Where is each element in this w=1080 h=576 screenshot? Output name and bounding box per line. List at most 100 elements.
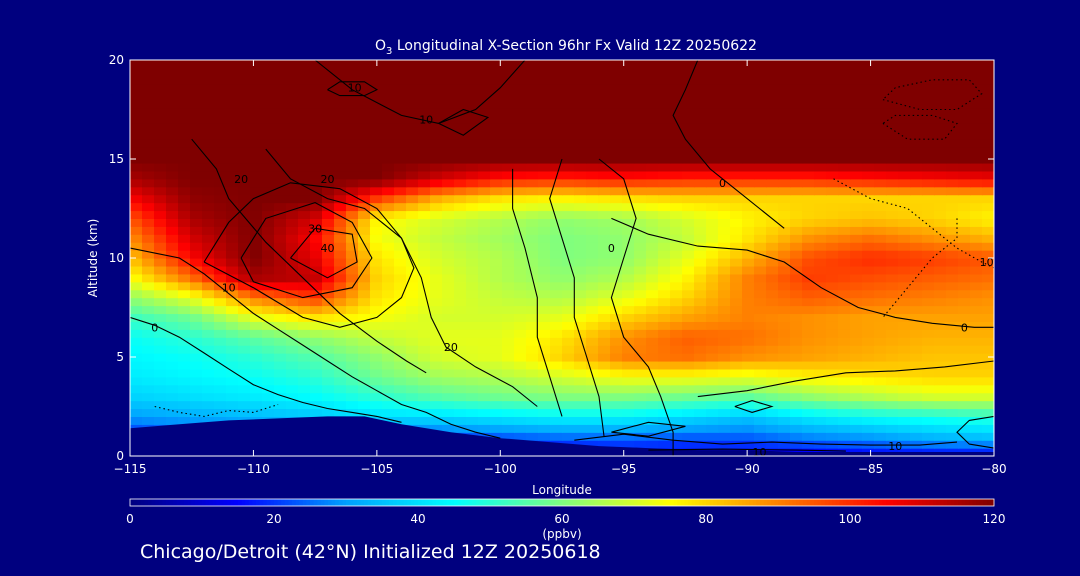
field-cell bbox=[706, 392, 719, 402]
field-cell bbox=[790, 258, 803, 267]
contour-line bbox=[154, 403, 279, 417]
field-cell bbox=[382, 258, 395, 267]
field-cell bbox=[478, 91, 491, 101]
field-cell bbox=[538, 162, 551, 172]
field-cell bbox=[478, 210, 491, 219]
field-cell bbox=[958, 83, 971, 93]
field-cell bbox=[190, 123, 203, 132]
field-cell bbox=[334, 186, 347, 196]
colorbar-segment bbox=[353, 499, 358, 506]
field-cell bbox=[466, 297, 479, 307]
field-cell bbox=[370, 226, 383, 235]
field-cell bbox=[286, 60, 299, 69]
field-cell bbox=[334, 376, 347, 386]
colorbar-segment bbox=[875, 499, 880, 506]
field-cell bbox=[442, 202, 455, 212]
field-cell bbox=[634, 400, 647, 410]
field-cell bbox=[862, 353, 875, 362]
field-cell bbox=[622, 416, 635, 425]
colorbar-segment bbox=[281, 499, 286, 506]
field-cell bbox=[370, 186, 383, 196]
field-cell bbox=[538, 392, 551, 402]
colorbar-segment bbox=[914, 499, 919, 506]
field-cell bbox=[310, 329, 323, 338]
field-cell bbox=[790, 242, 803, 251]
field-cell bbox=[166, 368, 179, 378]
field-cell bbox=[370, 67, 383, 77]
field-cell bbox=[862, 408, 875, 417]
field-cell bbox=[706, 440, 719, 449]
field-cell bbox=[730, 313, 743, 322]
field-cell bbox=[454, 368, 467, 378]
field-cell bbox=[874, 265, 887, 275]
field-cell bbox=[622, 162, 635, 172]
field-cell bbox=[946, 218, 959, 227]
field-cell bbox=[574, 313, 587, 322]
contour-line bbox=[697, 360, 994, 398]
field-cell bbox=[826, 313, 839, 322]
field-cell bbox=[838, 329, 851, 338]
field-cell bbox=[442, 281, 455, 291]
field-cell bbox=[778, 337, 791, 346]
field-cell bbox=[202, 123, 215, 132]
field-cell bbox=[538, 170, 551, 180]
field-cell bbox=[754, 273, 767, 283]
field-cell bbox=[838, 123, 851, 132]
field-cell bbox=[226, 329, 239, 338]
field-cell bbox=[766, 321, 779, 330]
x-axis-label: Longitude bbox=[532, 483, 592, 497]
field-cell bbox=[358, 147, 371, 156]
field-cell bbox=[454, 416, 467, 425]
field-cell bbox=[478, 226, 491, 235]
field-cell bbox=[634, 67, 647, 77]
field-cell bbox=[418, 384, 431, 394]
field-cell bbox=[238, 265, 251, 275]
field-cell bbox=[682, 360, 695, 370]
field-cell bbox=[778, 162, 791, 172]
colorbar-segment bbox=[468, 499, 473, 506]
field-cell bbox=[538, 178, 551, 188]
field-cell bbox=[898, 368, 911, 378]
field-cell bbox=[742, 250, 755, 259]
field-cell bbox=[130, 384, 143, 394]
field-cell bbox=[754, 123, 767, 132]
field-cell bbox=[238, 400, 251, 410]
field-cell bbox=[610, 162, 623, 172]
field-cell bbox=[970, 186, 983, 196]
field-cell bbox=[658, 258, 671, 267]
field-cell bbox=[286, 281, 299, 291]
field-cell bbox=[718, 392, 731, 402]
field-cell bbox=[418, 170, 431, 180]
x-tick-label: −115 bbox=[114, 462, 147, 476]
field-cell bbox=[394, 226, 407, 235]
field-cell bbox=[346, 400, 359, 410]
field-cell bbox=[598, 202, 611, 212]
field-cell bbox=[634, 250, 647, 259]
field-cell bbox=[286, 123, 299, 132]
field-cell bbox=[286, 329, 299, 338]
field-cell bbox=[790, 384, 803, 394]
field-cell bbox=[130, 321, 143, 330]
field-cell bbox=[898, 234, 911, 243]
field-cell bbox=[706, 384, 719, 394]
field-cell bbox=[394, 400, 407, 410]
field-cell bbox=[298, 400, 311, 410]
field-cell bbox=[826, 99, 839, 109]
field-cell bbox=[946, 155, 959, 164]
field-cell bbox=[130, 226, 143, 235]
field-cell bbox=[610, 368, 623, 378]
colorbar-segment bbox=[292, 499, 297, 506]
field-cell bbox=[514, 218, 527, 227]
field-cell bbox=[130, 337, 143, 346]
field-cell bbox=[586, 123, 599, 132]
field-cell bbox=[178, 218, 191, 227]
field-cell bbox=[430, 186, 443, 196]
field-cell bbox=[370, 400, 383, 410]
field-cell bbox=[466, 162, 479, 172]
field-cell bbox=[442, 313, 455, 322]
field-cell bbox=[874, 178, 887, 188]
field-cell bbox=[610, 258, 623, 267]
field-cell bbox=[430, 258, 443, 267]
field-cell bbox=[358, 242, 371, 251]
field-cell bbox=[850, 60, 863, 69]
